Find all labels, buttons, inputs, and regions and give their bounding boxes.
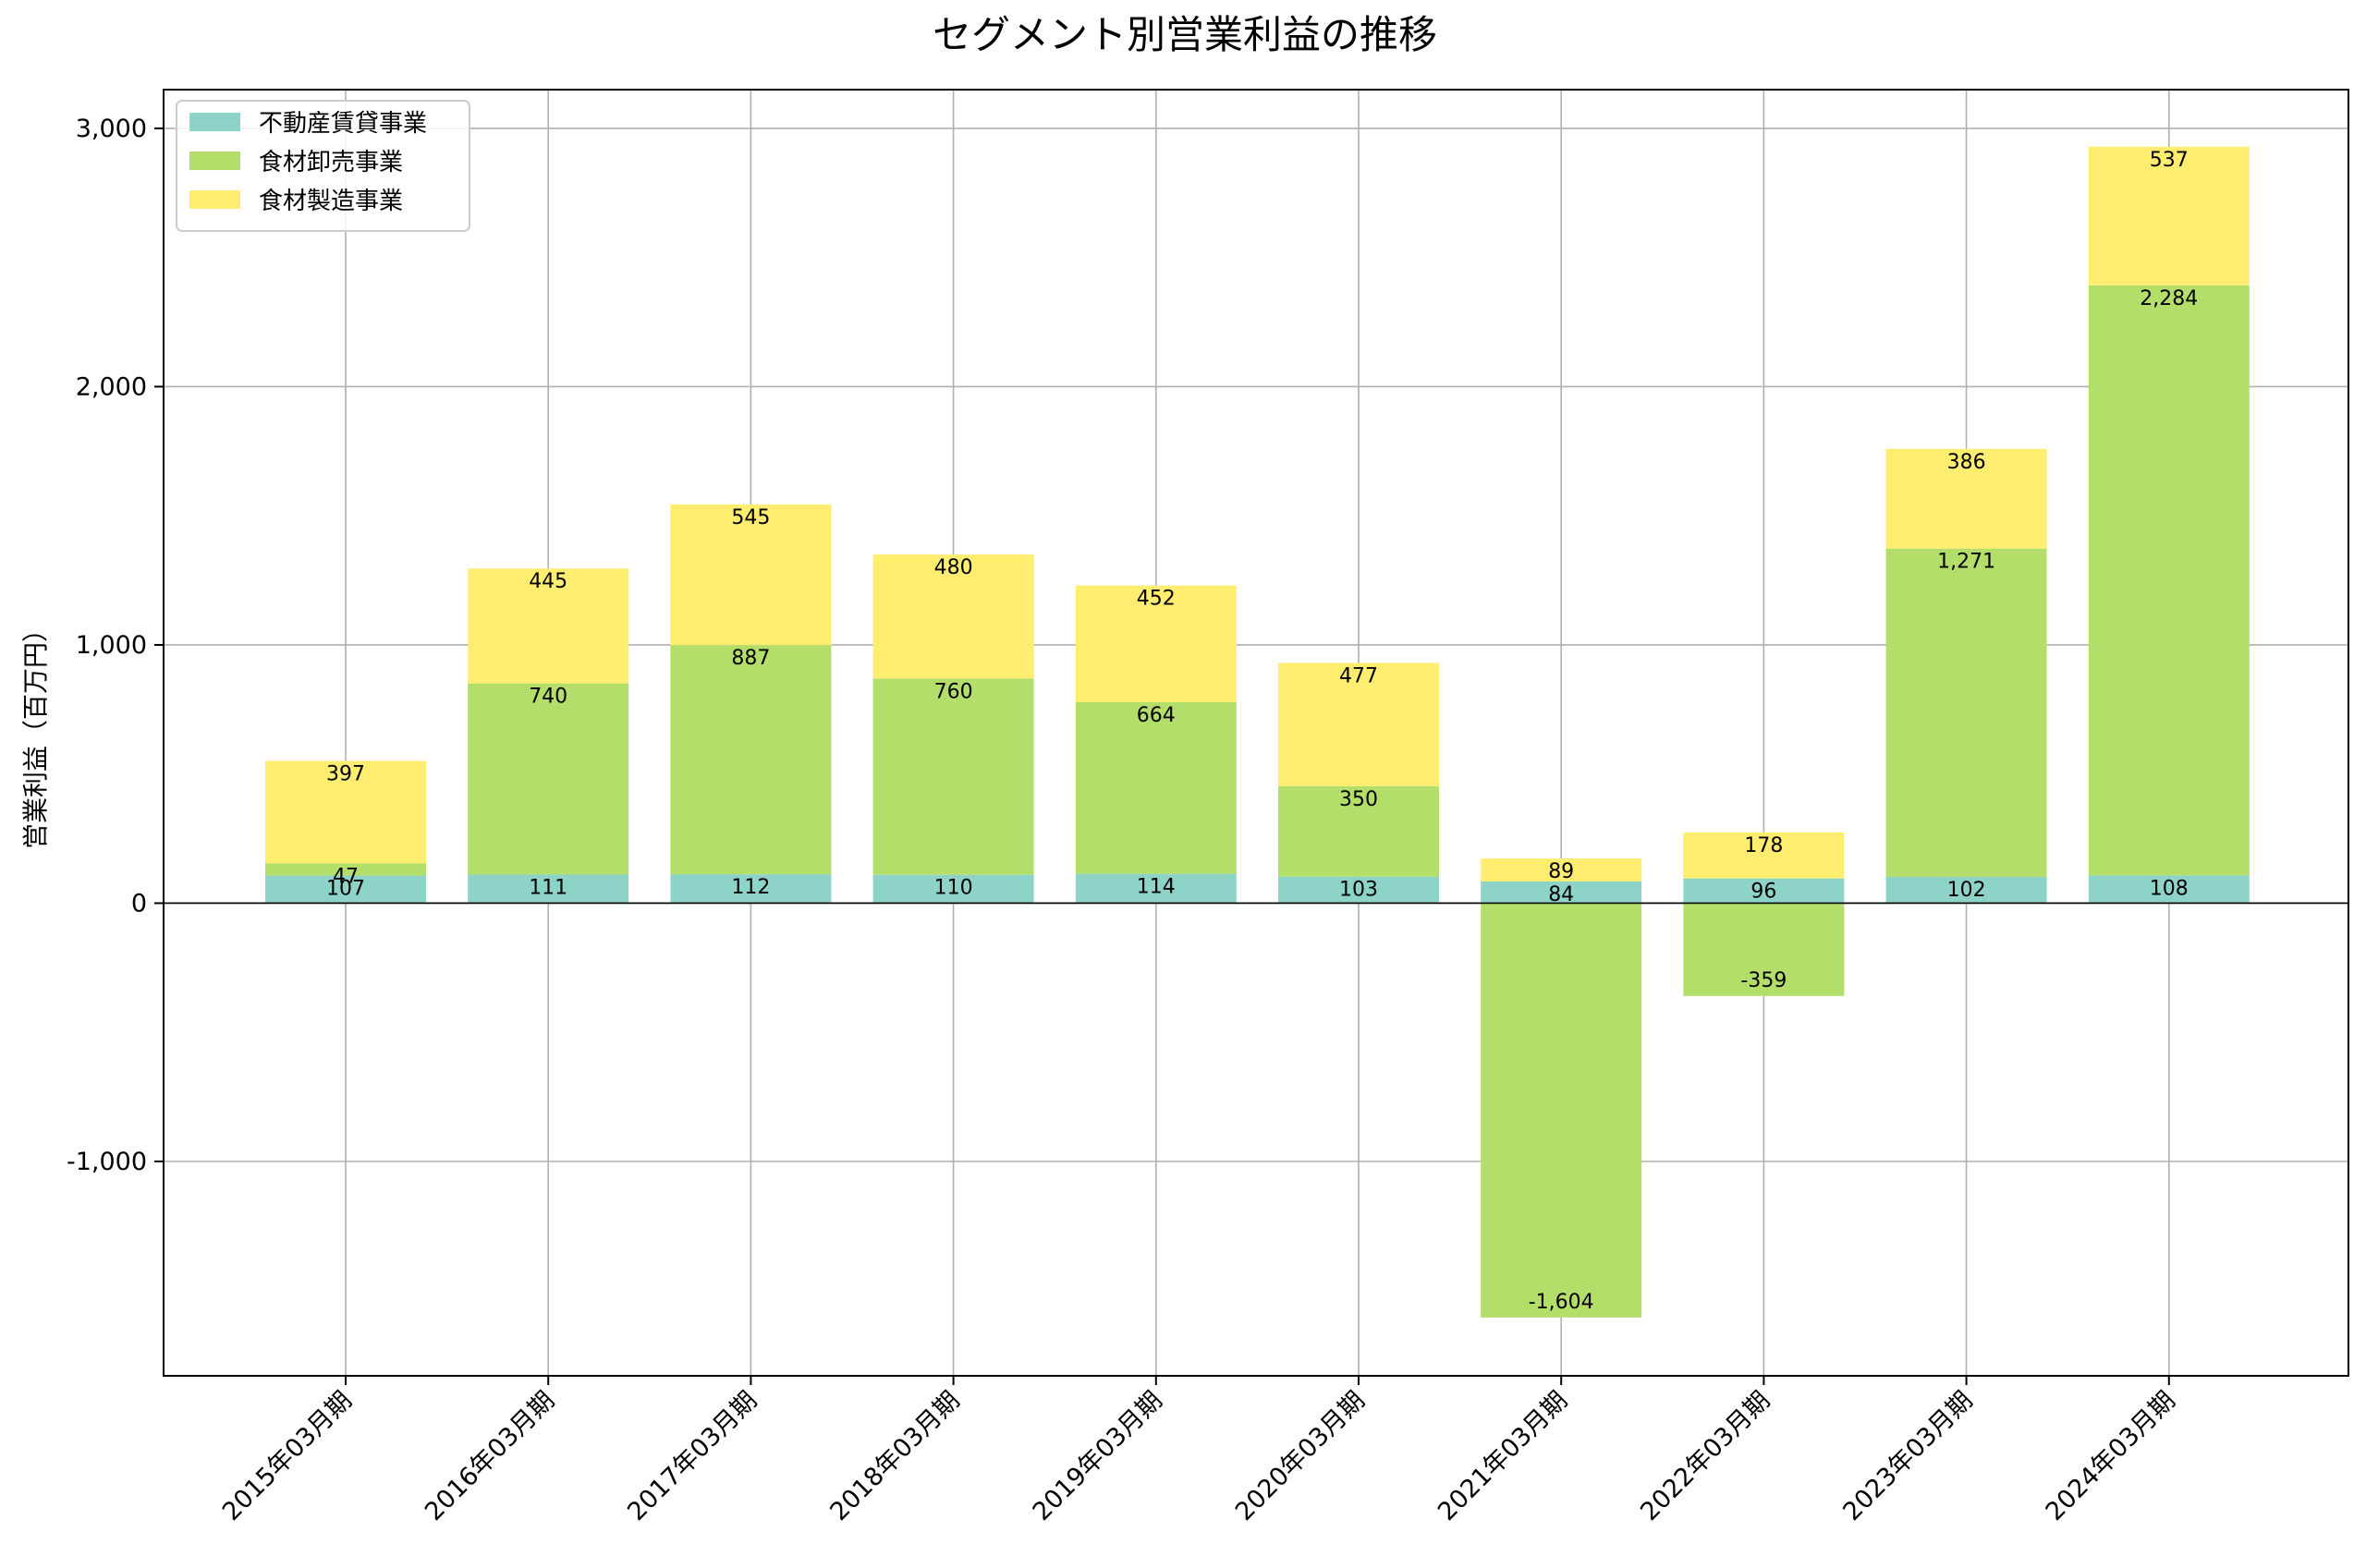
bar-1-4 [1075,702,1237,874]
bar-1-2 [670,645,832,875]
data-label-0-9: 108 [2150,877,2189,900]
data-label-1-2: 887 [731,647,770,670]
data-label-2-5: 477 [1339,665,1378,688]
x-axis: 2015年03月期 2016年03月期 2017年03月期 2018年03月期 2019… [217,1376,2181,1526]
data-label-1-0: 47 [333,865,359,888]
bar-0-0 [265,875,426,904]
data-label-2-2: 545 [731,506,770,529]
plot-frame [163,89,2349,1377]
bar-0-5 [1278,876,1439,904]
legend-swatch-0 [189,113,240,131]
x-tick-label-1: 2016年03月期 [420,1386,560,1526]
bar-2-8 [1885,448,2047,549]
data-label-0-0: 107 [326,878,365,901]
bar-1-1 [468,683,629,875]
y-tick-label-2: 1,000 [76,631,147,660]
data-label-2-8: 386 [1947,451,1986,474]
legend-swatch-1 [189,152,240,170]
bar-0-1 [468,874,629,904]
data-label-1-4: 664 [1137,704,1176,727]
legend-label-1: 食材卸売事業 [259,149,403,176]
data-label-0-3: 110 [934,877,973,900]
bar-2-4 [1075,585,1237,703]
y-axis-label: 営業利益（百万円） [20,616,51,849]
x-tick-label-6: 2021年03月期 [1433,1386,1573,1526]
data-label-2-1: 445 [529,570,567,593]
bar-0-9 [2088,875,2250,904]
bar-0-7 [1683,878,1845,904]
data-label-1-7: -359 [1740,969,1787,992]
legend-label-0: 不動産賃貸事業 [259,110,427,138]
data-label-0-6: 84 [1548,883,1574,906]
data-label-0-8: 102 [1947,879,1986,902]
bar-0-3 [872,874,1034,904]
data-label-0-2: 112 [731,876,770,899]
x-tick-label-0: 2015年03月期 [217,1386,358,1526]
data-label-2-9: 537 [2150,149,2189,172]
y-axis: -1,000 0 1,000 2,000 3,000 [67,115,164,1176]
data-label-1-9: 2,284 [2140,287,2198,310]
data-label-1-8: 1,271 [1937,551,1995,574]
x-tick-label-4: 2019年03月期 [1028,1386,1168,1526]
data-label-0-7: 96 [1750,881,1776,904]
x-tick-label-2: 2017年03月期 [622,1386,762,1526]
bar-1-9 [2088,285,2250,876]
bar-0-8 [1885,876,2047,904]
bar-2-1 [468,568,629,684]
y-tick-label-3: 2,000 [76,372,147,401]
bar-0-2 [670,874,832,904]
y-tick-label-0: -1,000 [67,1148,147,1176]
x-tick-label-7: 2022年03月期 [1635,1386,1775,1526]
bar-2-3 [872,554,1034,679]
bar-1-6 [1481,903,1642,1318]
bar-2-2 [670,504,832,646]
data-label-2-6: 89 [1548,860,1574,883]
data-label-0-5: 103 [1339,879,1378,902]
x-tick-label-8: 2023年03月期 [1837,1386,1978,1526]
bar-1-0 [265,863,426,876]
x-tick-label-3: 2018年03月期 [824,1386,965,1526]
legend-label-2: 食材製造事業 [259,188,403,215]
y-tick-label-1: 0 [131,889,147,918]
data-label-2-3: 480 [934,556,973,579]
bar-1-8 [1885,548,2047,877]
bar-2-6 [1481,858,1642,882]
bar-1-3 [872,678,1034,875]
data-label-1-3: 760 [934,680,973,703]
bar-1-7 [1683,903,1845,996]
legend-swatch-2 [189,190,240,209]
bar-2-9 [2088,146,2250,286]
bar-2-5 [1278,662,1439,786]
legend-box [176,100,470,232]
data-label-0-4: 114 [1137,876,1176,899]
bars [265,146,2250,1318]
data-label-0-1: 111 [529,876,567,899]
data-label-1-1: 740 [529,686,567,709]
data-label-2-7: 178 [1744,834,1783,857]
data-label-2-4: 452 [1137,588,1176,611]
data-label-2-0: 397 [326,762,365,785]
data-label-1-5: 350 [1339,788,1378,811]
bar-1-5 [1278,785,1439,877]
x-tick-label-9: 2024年03月期 [2041,1386,2181,1526]
chart-title: セグメント別営業利益の推移 [933,12,1437,57]
bar-0-6 [1481,881,1642,904]
data-label-1-6: -1,604 [1529,1291,1594,1314]
y-tick-label-4: 3,000 [76,115,147,143]
bar-0-4 [1075,873,1237,904]
x-tick-label-5: 2020年03月期 [1230,1386,1371,1526]
bar-2-7 [1683,832,1845,879]
bar-2-0 [265,760,426,864]
